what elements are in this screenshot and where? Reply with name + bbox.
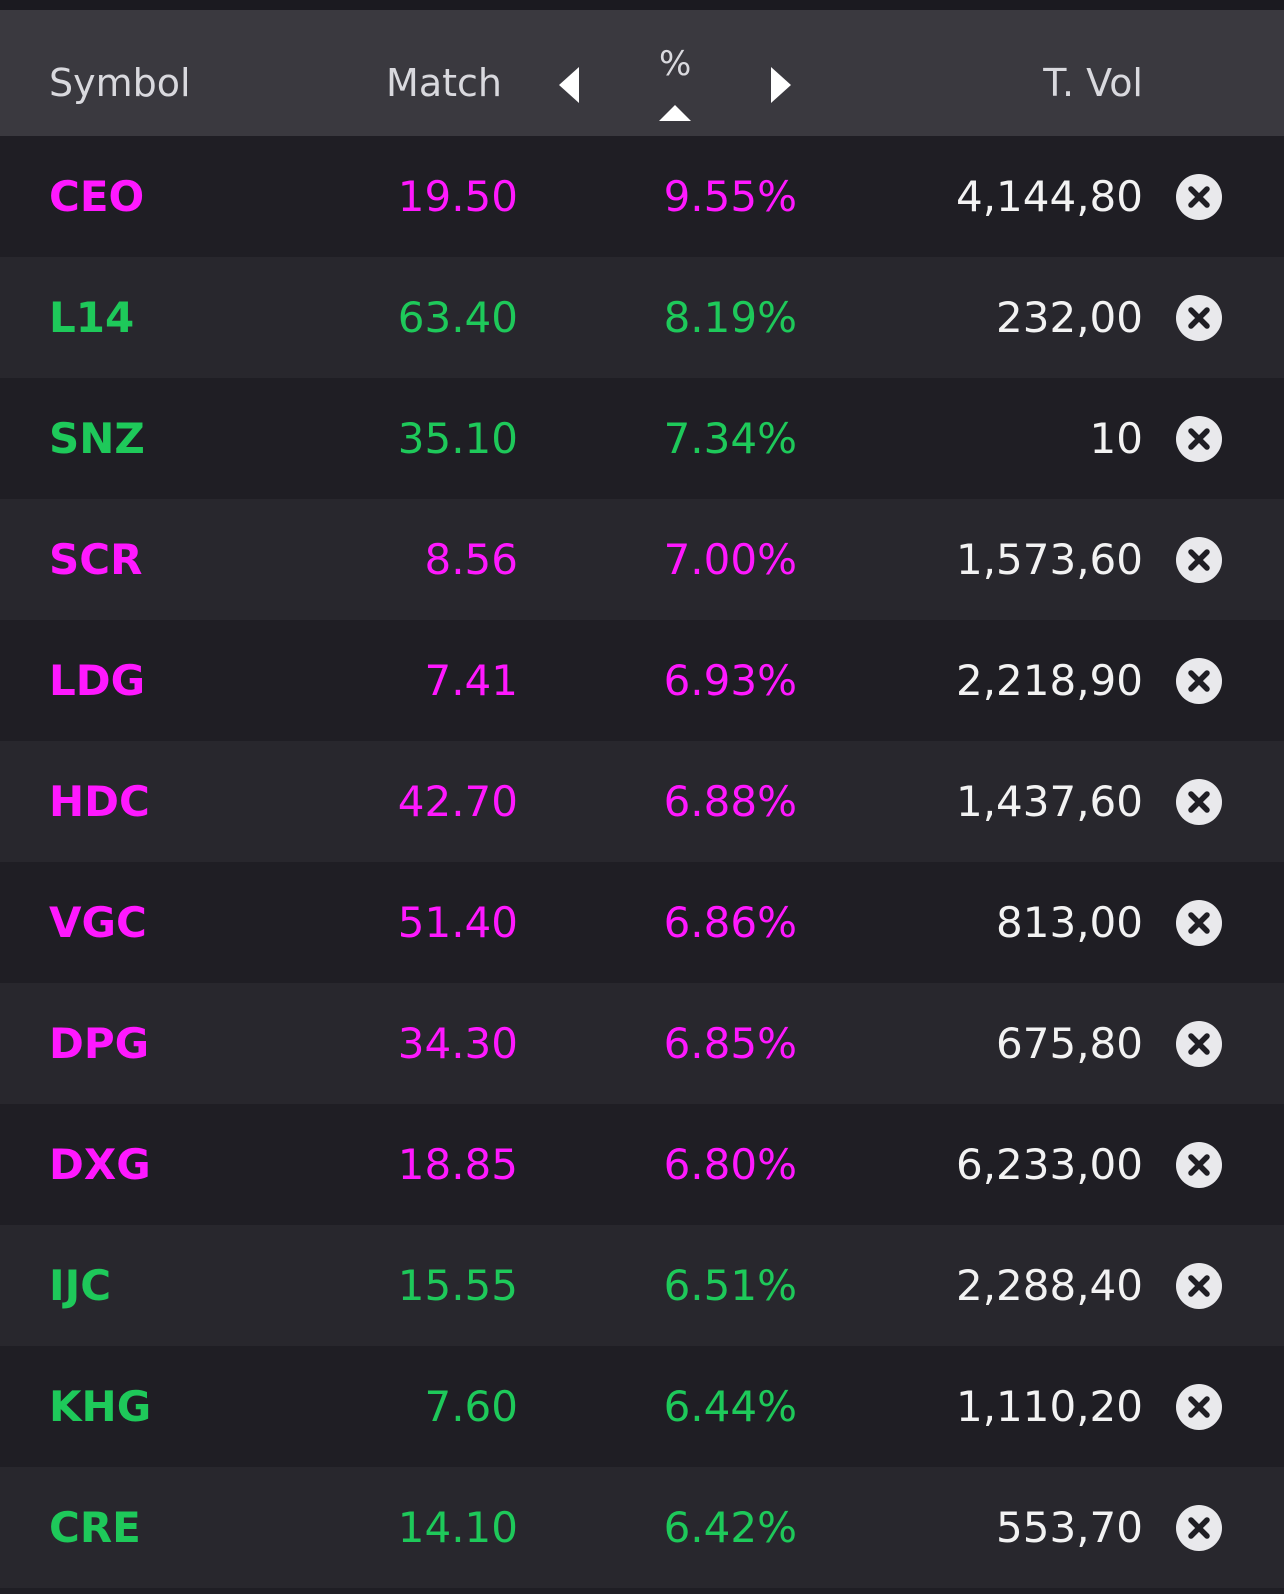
match-price-cell: 63.40 [397,293,518,342]
close-circle-icon[interactable] [1176,174,1222,220]
percent-change-cell: 8.19% [663,293,797,342]
match-price-cell: 34.30 [397,1019,518,1068]
table-row[interactable]: KHG 7.60 6.44% 1,110,20 [0,1346,1284,1467]
percent-change-cell: 6.42% [663,1503,797,1552]
close-circle-icon[interactable] [1176,295,1222,341]
symbol-cell[interactable]: SNZ [49,414,145,463]
percent-change-cell: 6.85% [663,1019,797,1068]
total-volume-cell: 232,00 [996,293,1143,342]
caret-left-icon[interactable] [559,67,579,103]
table-row[interactable]: VGC 51.40 6.86% 813,00 [0,862,1284,983]
percent-change-cell: 7.34% [663,414,797,463]
sort-ascending-icon[interactable] [659,105,691,121]
percent-change-cell: 6.44% [663,1382,797,1431]
table-row[interactable]: DXG 18.85 6.80% 6,233,00 [0,1104,1284,1225]
match-price-cell: 7.60 [424,1382,518,1431]
total-volume-cell: 6,233,00 [955,1140,1143,1189]
match-price-cell: 42.70 [397,777,518,826]
percent-change-cell: 7.00% [663,535,797,584]
close-circle-icon[interactable] [1176,416,1222,462]
watchlist-rows: CEO 19.50 9.55% 4,144,80 L14 63.40 8.19%… [0,136,1284,1588]
close-circle-icon[interactable] [1176,1505,1222,1551]
close-circle-icon[interactable] [1176,1263,1222,1309]
header-percent[interactable]: % [659,44,692,84]
close-circle-icon[interactable] [1176,1142,1222,1188]
symbol-cell[interactable]: L14 [49,293,135,342]
caret-right-icon[interactable] [771,67,791,103]
close-circle-icon[interactable] [1176,900,1222,946]
table-row[interactable]: HDC 42.70 6.88% 1,437,60 [0,741,1284,862]
symbol-cell[interactable]: LDG [49,656,146,705]
symbol-cell[interactable]: CRE [49,1503,141,1552]
total-volume-cell: 1,437,60 [955,777,1143,826]
match-price-cell: 18.85 [397,1140,518,1189]
total-volume-cell: 2,218,90 [955,656,1143,705]
total-volume-cell: 1,110,20 [955,1382,1143,1431]
header-symbol[interactable]: Symbol [49,61,191,105]
percent-change-cell: 6.51% [663,1261,797,1310]
close-circle-icon[interactable] [1176,1384,1222,1430]
total-volume-cell: 553,70 [996,1503,1143,1552]
close-circle-icon[interactable] [1176,779,1222,825]
table-row[interactable]: L14 63.40 8.19% 232,00 [0,257,1284,378]
match-price-cell: 8.56 [424,535,518,584]
match-price-cell: 19.50 [397,172,518,221]
match-price-cell: 14.10 [397,1503,518,1552]
percent-change-cell: 6.88% [663,777,797,826]
total-volume-cell: 10 [1089,414,1143,463]
symbol-cell[interactable]: KHG [49,1382,152,1431]
table-row[interactable]: IJC 15.55 6.51% 2,288,40 [0,1225,1284,1346]
table-row[interactable]: SNZ 35.10 7.34% 10 [0,378,1284,499]
total-volume-cell: 2,288,40 [955,1261,1143,1310]
total-volume-cell: 675,80 [996,1019,1143,1068]
table-header: Symbol Match % T. Vol [0,10,1284,136]
symbol-cell[interactable]: IJC [49,1261,112,1310]
header-total-volume[interactable]: T. Vol [1043,61,1143,105]
percent-change-cell: 6.86% [663,898,797,947]
symbol-cell[interactable]: CEO [49,172,145,221]
percent-change-cell: 6.80% [663,1140,797,1189]
table-row[interactable]: DPG 34.30 6.85% 675,80 [0,983,1284,1104]
match-price-cell: 35.10 [397,414,518,463]
table-row[interactable]: CEO 19.50 9.55% 4,144,80 [0,136,1284,257]
table-row[interactable]: CRE 14.10 6.42% 553,70 [0,1467,1284,1588]
symbol-cell[interactable]: DPG [49,1019,150,1068]
total-volume-cell: 1,573,60 [955,535,1143,584]
match-price-cell: 51.40 [397,898,518,947]
percent-change-cell: 6.93% [663,656,797,705]
symbol-cell[interactable]: DXG [49,1140,151,1189]
table-row[interactable]: SCR 8.56 7.00% 1,573,60 [0,499,1284,620]
match-price-cell: 15.55 [397,1261,518,1310]
percent-change-cell: 9.55% [663,172,797,221]
table-row[interactable]: LDG 7.41 6.93% 2,218,90 [0,620,1284,741]
match-price-cell: 7.41 [424,656,518,705]
symbol-cell[interactable]: SCR [49,535,143,584]
close-circle-icon[interactable] [1176,1021,1222,1067]
close-circle-icon[interactable] [1176,658,1222,704]
symbol-cell[interactable]: HDC [49,777,150,826]
close-circle-icon[interactable] [1176,537,1222,583]
total-volume-cell: 813,00 [996,898,1143,947]
top-strip [0,0,1284,10]
symbol-cell[interactable]: VGC [49,898,147,947]
total-volume-cell: 4,144,80 [955,172,1143,221]
header-match[interactable]: Match [386,61,502,105]
